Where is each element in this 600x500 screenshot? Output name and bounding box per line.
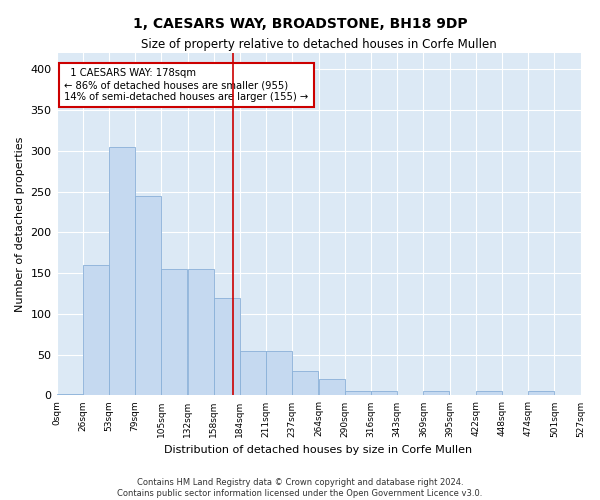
Bar	[214, 298, 240, 396]
Bar	[240, 350, 266, 396]
Bar	[345, 392, 371, 396]
Bar	[135, 196, 161, 396]
Title: Size of property relative to detached houses in Corfe Mullen: Size of property relative to detached ho…	[140, 38, 496, 51]
Bar	[476, 392, 502, 396]
Text: 1, CAESARS WAY, BROADSTONE, BH18 9DP: 1, CAESARS WAY, BROADSTONE, BH18 9DP	[133, 18, 467, 32]
Bar	[161, 269, 187, 396]
X-axis label: Distribution of detached houses by size in Corfe Mullen: Distribution of detached houses by size …	[164, 445, 473, 455]
Text: Contains HM Land Registry data © Crown copyright and database right 2024.
Contai: Contains HM Land Registry data © Crown c…	[118, 478, 482, 498]
Bar	[188, 269, 214, 396]
Bar	[319, 379, 344, 396]
Bar	[109, 147, 135, 396]
Bar	[83, 265, 109, 396]
Bar	[528, 392, 554, 396]
Bar	[424, 392, 449, 396]
Y-axis label: Number of detached properties: Number of detached properties	[15, 136, 25, 312]
Text: 1 CAESARS WAY: 178sqm
← 86% of detached houses are smaller (955)
14% of semi-det: 1 CAESARS WAY: 178sqm ← 86% of detached …	[64, 68, 308, 102]
Bar	[266, 350, 292, 396]
Bar	[292, 371, 319, 396]
Bar	[371, 392, 397, 396]
Bar	[56, 394, 83, 396]
